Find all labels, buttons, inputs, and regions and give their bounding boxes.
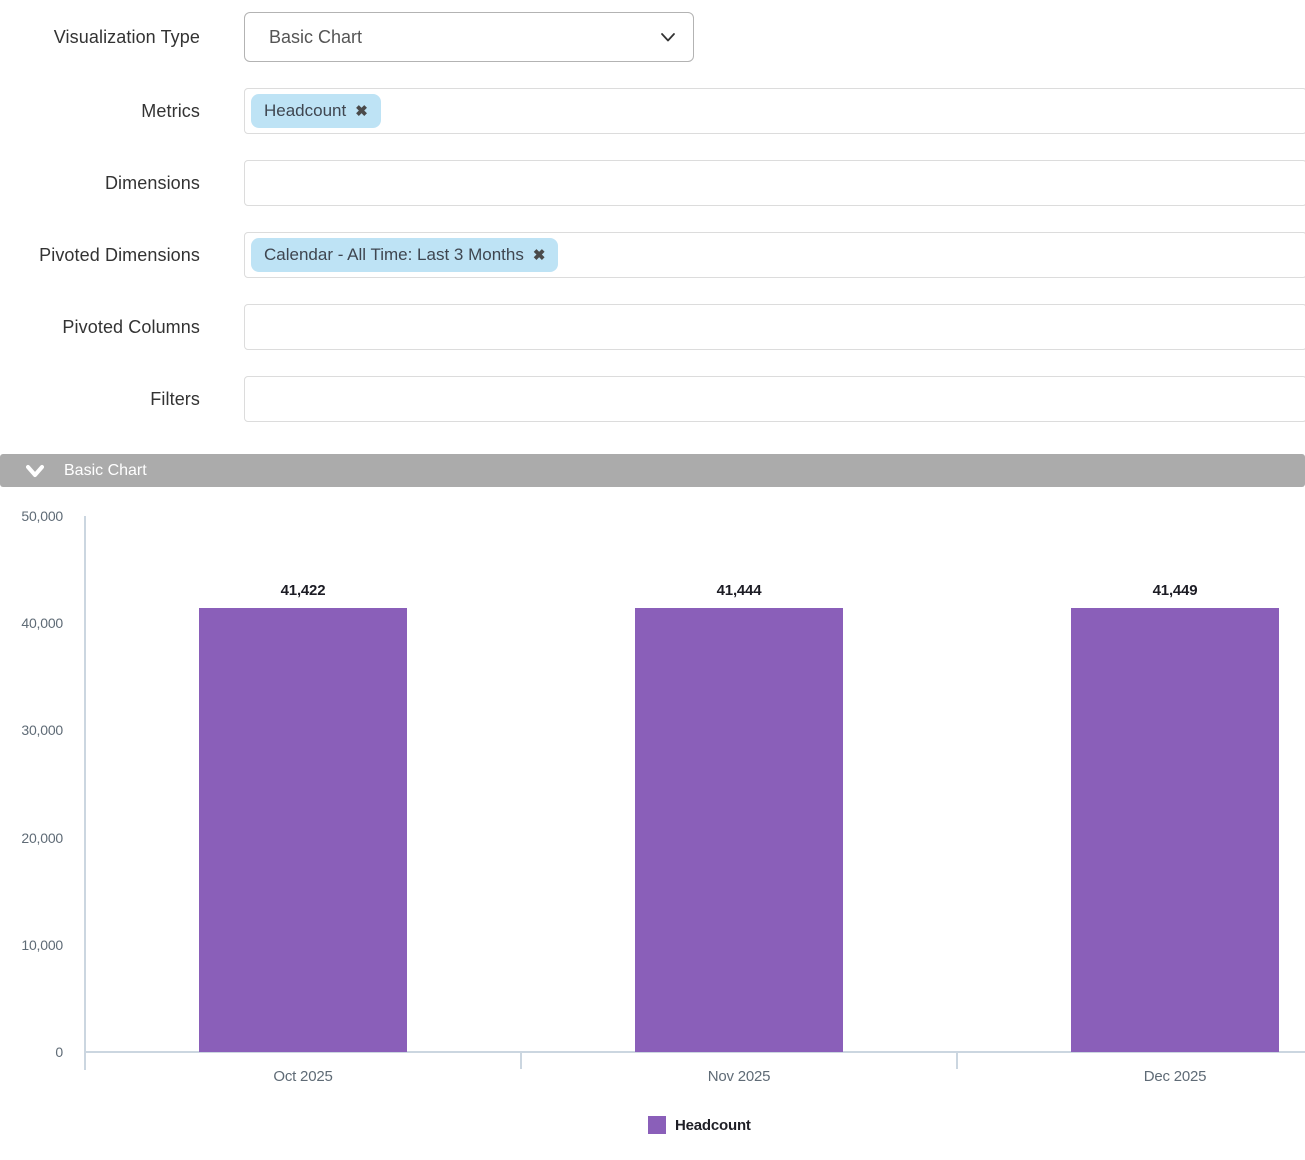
dimensions-field[interactable] [244, 160, 1305, 206]
form-row-pivoted-dimensions: Pivoted Dimensions Calendar - All Time: … [0, 232, 1305, 278]
dimensions-label: Dimensions [104, 172, 200, 193]
form-row-dimensions: Dimensions [0, 160, 1305, 206]
bar[interactable] [1071, 607, 1279, 1052]
y-axis-tick-label: 40,000 [21, 615, 63, 632]
legend-label: Headcount [675, 1116, 751, 1134]
pivoted-columns-field[interactable] [244, 304, 1305, 350]
bar[interactable] [199, 607, 407, 1052]
pivoted-dimensions-label: Pivoted Dimensions [39, 244, 200, 265]
y-axis-tick-label: 30,000 [21, 722, 63, 739]
x-axis-category-label: Dec 2025 [1143, 1068, 1207, 1085]
collapse-chevron-down-icon [26, 464, 44, 477]
bar[interactable] [635, 607, 843, 1052]
metric-tag-label: Headcount [264, 101, 347, 120]
metrics-label: Metrics [141, 100, 200, 121]
pivoted-dimension-tag-label: Calendar - All Time: Last 3 Months [264, 245, 524, 264]
legend-swatch [648, 1116, 666, 1134]
x-axis-tick [956, 1052, 958, 1069]
chart-builder-form: Visualization Type Basic Chart Metrics H… [0, 0, 1305, 422]
remove-metric-icon[interactable]: ✖ [355, 102, 368, 120]
pivoted-dimension-tag: Calendar - All Time: Last 3 Months ✖ [251, 238, 559, 272]
form-row-visualization-type: Visualization Type Basic Chart [0, 12, 1305, 62]
filters-label: Filters [150, 388, 200, 409]
y-axis-tick-label: 10,000 [21, 936, 63, 953]
y-axis-tick-label: 0 [55, 1044, 63, 1060]
bar-chart: 0 10,000 20,000 30,000 40,000 50,000 41,422 Oct… [0, 487, 1305, 1159]
y-axis-tick-label: 20,000 [21, 829, 63, 846]
x-axis-category-label: Nov 2025 [707, 1068, 771, 1085]
bar-value-label: 41,449 [1152, 581, 1198, 599]
visualization-type-select[interactable]: Basic Chart [244, 12, 694, 62]
form-row-filters: Filters [0, 376, 1305, 422]
metric-tag: Headcount ✖ [251, 94, 381, 128]
filters-field[interactable] [244, 376, 1305, 422]
form-row-metrics: Metrics Headcount ✖ [0, 88, 1305, 134]
basic-chart-panel-header[interactable]: Basic Chart [0, 454, 1305, 487]
bar-value-label: 41,444 [716, 581, 762, 599]
y-axis-tick-label: 50,000 [21, 508, 63, 524]
chart-legend[interactable]: Headcount [648, 1116, 751, 1134]
x-axis-category-label: Oct 2025 [273, 1068, 333, 1085]
bar-value-label: 41,422 [280, 581, 326, 599]
metrics-field[interactable]: Headcount ✖ [244, 88, 1305, 134]
remove-pivoted-dimension-icon[interactable]: ✖ [532, 246, 546, 264]
form-row-pivoted-columns: Pivoted Columns [0, 304, 1305, 350]
visualization-type-label: Visualization Type [53, 26, 200, 47]
visualization-type-value: Basic Chart [269, 26, 363, 47]
y-axis [84, 516, 86, 1070]
x-axis [85, 1051, 1305, 1053]
pivoted-columns-label: Pivoted Columns [62, 316, 200, 337]
x-axis-tick [520, 1052, 522, 1069]
pivoted-dimensions-field[interactable]: Calendar - All Time: Last 3 Months ✖ [244, 232, 1305, 278]
panel-title: Basic Chart [64, 461, 147, 479]
chevron-down-icon [661, 33, 675, 42]
